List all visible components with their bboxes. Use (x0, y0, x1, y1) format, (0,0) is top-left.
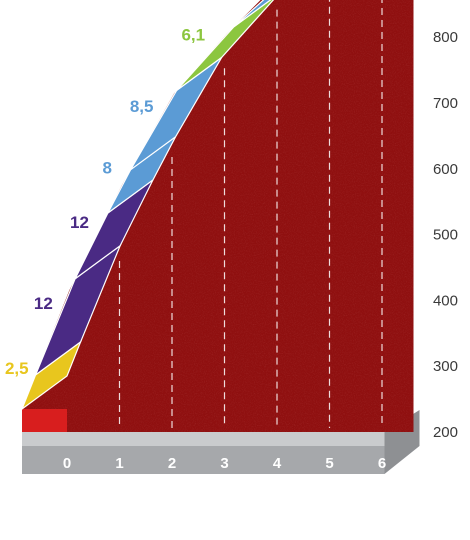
elevation-tick-800: 800 (433, 29, 458, 46)
distance-tick-5: 5 (325, 455, 333, 472)
gradient-label-0: 2,5 (5, 359, 29, 378)
elevation-tick-200: 200 (433, 424, 458, 441)
elevation-tick-600: 600 (433, 161, 458, 178)
gradient-label-5: 6,1 (181, 26, 205, 45)
distance-axis: 0 1 2 3 4 5 6 (63, 455, 386, 472)
elevation-tick-400: 400 (433, 292, 458, 309)
base-plinth (22, 410, 420, 474)
gradient-label-2: 12 (70, 213, 89, 232)
distance-tick-3: 3 (220, 455, 228, 472)
plinth-front (22, 446, 385, 474)
elevation-tick-700: 700 (433, 95, 458, 112)
gradient-label-1: 12 (34, 294, 53, 313)
plinth-top (22, 432, 385, 446)
distance-tick-1: 1 (115, 455, 123, 472)
distance-tick-4: 4 (273, 455, 282, 472)
distance-tick-6: 6 (378, 455, 386, 472)
elevation-axis: 200 300 400 500 600 700 800 (433, 29, 458, 441)
distance-tick-0: 0 (63, 455, 71, 472)
gradient-segments (20, 0, 275, 411)
distance-tick-2: 2 (168, 455, 176, 472)
elevation-tick-300: 300 (433, 358, 458, 375)
gradient-label-3: 8 (103, 158, 112, 177)
gradient-label-4: 8,5 (130, 97, 154, 116)
gradient-band-6 (233, 0, 272, 28)
elevation-tick-500: 500 (433, 227, 458, 244)
distance-gridlines (118, 0, 383, 428)
gradient-band-5 (176, 0, 275, 91)
start-block (22, 408, 67, 432)
